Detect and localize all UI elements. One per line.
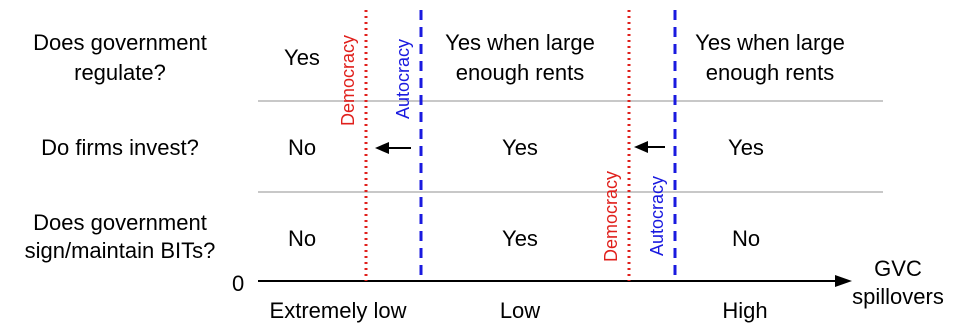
axis-title-line-1: GVC	[874, 256, 922, 281]
answer-high-regulate-line-2: enough rents	[706, 60, 834, 85]
answer-low-invest: Yes	[502, 135, 538, 160]
answer-extremely-low-regulate: Yes	[284, 45, 320, 70]
answer-high-bits: No	[732, 226, 760, 251]
autocracy-label-right: Autocracy	[647, 176, 667, 256]
category-label-high: High	[722, 298, 767, 323]
autocracy-label-left: Autocracy	[393, 39, 413, 119]
answer-high-regulate-line-1: Yes when large	[695, 30, 845, 55]
axis-origin-label: 0	[232, 271, 244, 296]
democracy-label-left: Democracy	[338, 35, 358, 126]
answer-extremely-low-bits: No	[288, 226, 316, 251]
answer-low-bits: Yes	[502, 226, 538, 251]
question-regulate-line-2: regulate?	[74, 60, 166, 85]
question-bits-line-1: Does government	[33, 210, 207, 235]
x-axis-arrowhead	[835, 275, 852, 287]
answer-extremely-low-invest: No	[288, 135, 316, 160]
democracy-label-right: Democracy	[601, 171, 621, 262]
answer-high-invest: Yes	[728, 135, 764, 160]
answer-low-regulate-line-2: enough rents	[456, 60, 584, 85]
question-invest: Do firms invest?	[41, 135, 199, 160]
shift-arrow-right-head	[634, 141, 648, 153]
shift-arrow-left-head	[375, 142, 389, 154]
category-label-extremely-low: Extremely low	[270, 298, 407, 323]
category-label-low: Low	[500, 298, 540, 323]
axis-title-line-2: spillovers	[852, 284, 944, 309]
question-regulate-line-1: Does government	[33, 30, 207, 55]
question-bits-line-2: sign/maintain BITs?	[25, 238, 216, 263]
answer-low-regulate-line-1: Yes when large	[445, 30, 595, 55]
